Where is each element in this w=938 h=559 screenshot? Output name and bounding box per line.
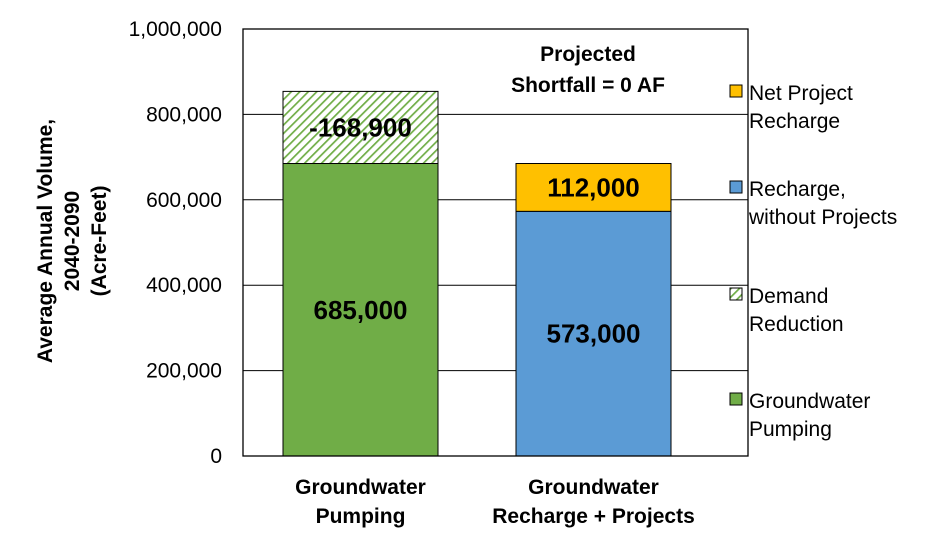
legend-swatch bbox=[729, 392, 743, 406]
data-label-demand-reduction: -168,900 bbox=[309, 112, 412, 142]
y-axis-tick-labels: 0 200,000 400,000 600,000 800,000 1,000,000 bbox=[129, 18, 222, 468]
y-tick-label: 0 bbox=[210, 445, 222, 468]
shortfall-annotation: Projected Shortfall = 0 AF bbox=[511, 43, 665, 97]
legend-label: Groundwater Pumping bbox=[749, 390, 870, 441]
data-labels: 685,000 -168,900 573,000 112,000 bbox=[309, 112, 640, 348]
x-axis-category-labels: Groundwater Pumping Groundwater Recharge + … bbox=[295, 476, 695, 528]
y-tick-label: 400,000 bbox=[146, 274, 222, 297]
y-tick-label: 600,000 bbox=[146, 189, 222, 212]
y-tick-label: 1,000,000 bbox=[129, 18, 222, 41]
bar-segment-groundwater-pumping bbox=[282, 163, 439, 457]
x-category-label: Groundwater Pumping bbox=[295, 476, 426, 528]
legend-label: Demand Reduction bbox=[749, 285, 844, 336]
legend-label: Recharge, without Projects bbox=[748, 178, 897, 229]
plot-area-border bbox=[242, 28, 749, 457]
bar-segment-net-project-recharge bbox=[515, 163, 672, 212]
bar-segment-recharge-without-projects bbox=[515, 210, 672, 457]
y-tick-label: 200,000 bbox=[146, 360, 222, 383]
data-label-recharge-without-projects: 573,000 bbox=[547, 319, 641, 349]
x-category-label: Groundwater Recharge + Projects bbox=[492, 476, 695, 528]
legend-swatch bbox=[729, 287, 743, 301]
bars bbox=[282, 90, 672, 457]
legend-label: Net Project Recharge bbox=[749, 82, 853, 133]
y-axis-title: Average Annual Volume, 2040-2090 (Acre-Fee… bbox=[34, 119, 111, 363]
y-tick-label: 800,000 bbox=[146, 103, 222, 126]
legend-swatch bbox=[729, 84, 743, 98]
legend: Net Project Recharge Recharge, without Proj… bbox=[729, 82, 897, 441]
legend-swatch bbox=[729, 180, 743, 194]
data-label-net-project-recharge: 112,000 bbox=[547, 172, 640, 202]
bar-segment-demand-reduction bbox=[282, 90, 439, 165]
data-label-groundwater-pumping: 685,000 bbox=[314, 295, 408, 325]
